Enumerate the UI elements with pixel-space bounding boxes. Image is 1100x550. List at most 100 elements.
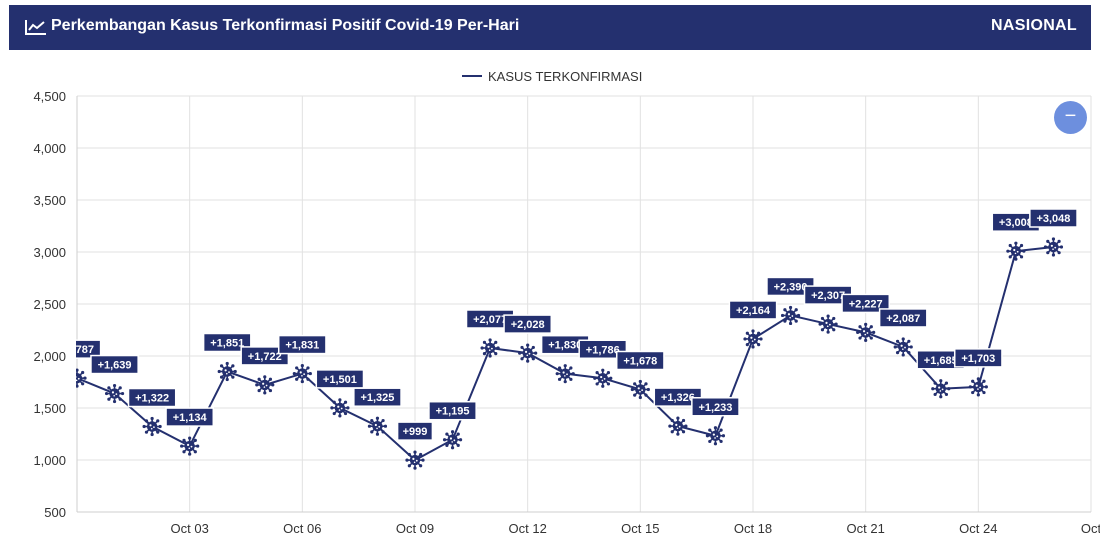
data-label: +999 xyxy=(396,421,434,441)
virus-icon[interactable] xyxy=(705,426,726,446)
svg-text:+1,326: +1,326 xyxy=(661,392,695,404)
legend-line-swatch xyxy=(462,75,482,77)
data-label: +2,227 xyxy=(841,293,891,314)
svg-text:+1,325: +1,325 xyxy=(360,392,394,404)
virus-icon[interactable] xyxy=(743,329,763,349)
x-tick-label: Oct xyxy=(1081,521,1100,536)
minus-icon: − xyxy=(1064,105,1077,127)
virus-icon[interactable] xyxy=(818,314,838,334)
data-label: +1,831 xyxy=(277,334,327,355)
virus-icon[interactable] xyxy=(480,338,500,358)
virus-icon[interactable] xyxy=(1006,241,1026,261)
x-tick-label: Oct 09 xyxy=(396,521,434,536)
data-label: +1,322 xyxy=(127,387,177,408)
virus-icon[interactable] xyxy=(180,436,200,456)
svg-text:+2,077: +2,077 xyxy=(473,314,507,326)
x-tick-label: Oct 06 xyxy=(283,521,321,536)
legend-label: KASUS TERKONFIRMASI xyxy=(488,68,643,84)
svg-text:+1,722: +1,722 xyxy=(248,351,282,363)
data-label: +1,325 xyxy=(353,387,402,407)
virus-icon[interactable] xyxy=(518,343,538,363)
virus-icon[interactable] xyxy=(968,377,988,397)
svg-text:+1,134: +1,134 xyxy=(173,412,208,424)
data-label: +1,678 xyxy=(615,350,665,371)
y-tick-label: 1,000 xyxy=(33,453,66,468)
x-tick-label: Oct 18 xyxy=(734,521,772,536)
data-label: +2,028 xyxy=(503,314,553,334)
x-tick-label: Oct 24 xyxy=(959,521,997,536)
svg-text:+1,233: +1,233 xyxy=(698,402,732,414)
svg-text:+1,851: +1,851 xyxy=(210,337,244,349)
svg-text:+1,195: +1,195 xyxy=(436,406,470,418)
virus-icon[interactable] xyxy=(217,361,237,382)
x-tick-label: Oct 12 xyxy=(509,521,547,536)
chart-header: Perkembangan Kasus Terkonfirmasi Positif… xyxy=(9,5,1091,50)
data-label: +1,722 xyxy=(240,346,290,366)
virus-icon[interactable] xyxy=(593,368,613,388)
chart-grid xyxy=(76,95,1092,513)
virus-icon[interactable] xyxy=(856,322,876,342)
data-label: +1,233 xyxy=(691,397,740,417)
virus-icon[interactable] xyxy=(142,416,162,437)
data-label: +1,786 xyxy=(578,339,628,360)
region-label: NASIONAL xyxy=(991,17,1077,34)
svg-text:+1,678: +1,678 xyxy=(623,355,657,367)
virus-icon[interactable] xyxy=(292,363,312,384)
svg-text:+1,501: +1,501 xyxy=(323,374,357,386)
data-label: +1,685 xyxy=(916,350,966,370)
svg-text:+1,322: +1,322 xyxy=(135,393,169,405)
virus-icon[interactable] xyxy=(330,398,350,418)
collapse-button[interactable]: − xyxy=(1054,101,1087,134)
svg-text:+1,639: +1,639 xyxy=(98,360,132,372)
virus-icon[interactable] xyxy=(668,416,688,436)
svg-text:+1,831: +1,831 xyxy=(285,340,319,352)
virus-icon[interactable] xyxy=(67,368,87,388)
chart-legend[interactable]: KASUS TERKONFIRMASI xyxy=(462,66,642,86)
data-label: +1,851 xyxy=(202,332,252,353)
svg-text:+2,307: +2,307 xyxy=(811,290,845,302)
y-tick-label: 4,500 xyxy=(33,89,66,104)
chart-line-icon xyxy=(25,20,46,35)
virus-icon[interactable] xyxy=(104,383,125,404)
data-label: +1,134 xyxy=(165,407,215,427)
svg-text:+2,227: +2,227 xyxy=(849,298,883,310)
x-tick-label: Oct 21 xyxy=(847,521,885,536)
data-label: +2,087 xyxy=(878,308,928,328)
svg-text:+3,048: +3,048 xyxy=(1036,213,1070,225)
data-label: +1,195 xyxy=(428,400,477,421)
svg-text:+1,685: +1,685 xyxy=(924,355,958,367)
virus-icon[interactable] xyxy=(1043,237,1064,257)
y-tick-label: 2,500 xyxy=(33,297,66,312)
data-label: +1,639 xyxy=(90,354,139,375)
virus-icon[interactable] xyxy=(555,364,575,384)
virus-icon[interactable] xyxy=(931,379,951,399)
svg-text:+1,787: +1,787 xyxy=(60,344,94,356)
plot-area: +1,787+1,639+1,322+1,134+1,851+1,722+1,8… xyxy=(60,208,1078,470)
virus-icon[interactable] xyxy=(367,416,388,436)
virus-icon[interactable] xyxy=(442,430,463,450)
y-tick-label: 3,500 xyxy=(33,193,66,208)
x-tick-label: Oct 15 xyxy=(621,521,659,536)
svg-text:+2,028: +2,028 xyxy=(511,319,545,331)
y-tick-label: 2,000 xyxy=(33,349,66,364)
y-tick-label: 1,500 xyxy=(33,401,66,416)
x-tick-label: Oct 03 xyxy=(171,521,209,536)
virus-icon[interactable] xyxy=(780,305,801,326)
data-label: +1,703 xyxy=(953,348,1003,368)
y-tick-label: 4,000 xyxy=(33,141,66,156)
svg-text:+1,703: +1,703 xyxy=(961,353,995,365)
virus-icon[interactable] xyxy=(893,337,913,357)
svg-text:+2,164: +2,164 xyxy=(736,305,771,317)
data-label: +3,048 xyxy=(1029,208,1078,228)
svg-text:+2,087: +2,087 xyxy=(886,313,920,325)
y-tick-label: 500 xyxy=(44,505,66,520)
svg-text:+3,008: +3,008 xyxy=(999,217,1033,229)
virus-icon[interactable] xyxy=(630,379,650,400)
virus-icon[interactable] xyxy=(405,450,425,470)
chart-title: Perkembangan Kasus Terkonfirmasi Positif… xyxy=(51,17,520,34)
data-label: +1,501 xyxy=(315,369,365,389)
svg-text:+1,786: +1,786 xyxy=(586,344,620,356)
virus-icon[interactable] xyxy=(255,375,275,395)
svg-text:+1,830: +1,830 xyxy=(548,340,582,352)
